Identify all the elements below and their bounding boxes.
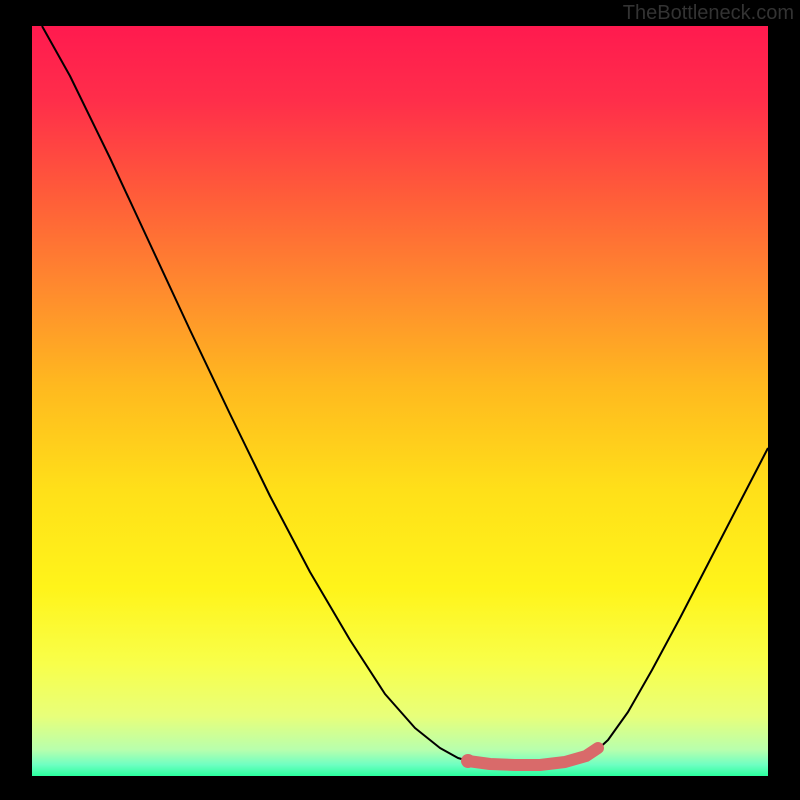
watermark-text: TheBottleneck.com bbox=[623, 2, 794, 25]
chart-canvas: TheBottleneck.com bbox=[0, 0, 800, 800]
plot-background bbox=[32, 26, 768, 776]
chart-svg bbox=[0, 0, 800, 800]
highlight-start-dot bbox=[461, 754, 475, 768]
